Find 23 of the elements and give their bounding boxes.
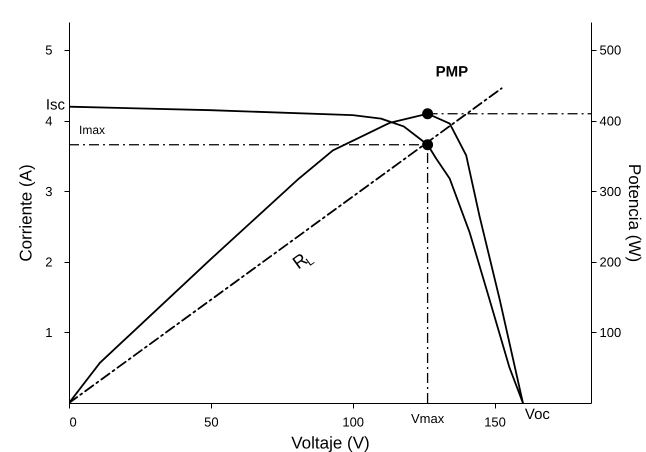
y2-tick-label: 500 — [600, 42, 622, 58]
ref-line-label: Vmax — [410, 411, 445, 426]
annotation: Voc — [524, 406, 550, 423]
y-axis-title: Corriente (A) — [16, 164, 36, 262]
annotation: PMP — [436, 64, 468, 81]
ref-line-label: Imax — [79, 122, 106, 137]
text: RL — [288, 249, 318, 273]
x-tick-label: 50 — [204, 414, 219, 430]
y2-tick-label: 100 — [600, 324, 622, 340]
x-tick-label: 150 — [484, 414, 506, 430]
y-tick-label: 5 — [45, 42, 52, 58]
x-axis-title: Voltaje (V) — [291, 434, 370, 452]
y2-tick-label: 300 — [600, 184, 622, 199]
annotation: Isc — [46, 96, 66, 114]
y-tick-label: 4 — [45, 113, 52, 128]
y2-axis-title: Potencia (W) — [625, 164, 644, 262]
y-tick-label: 2 — [45, 254, 52, 270]
x-tick-label: 100 — [342, 414, 364, 430]
y-tick-label: 1 — [45, 324, 52, 340]
y-tick-label: 3 — [45, 184, 52, 199]
y2-tick-label: 400 — [600, 113, 622, 128]
y2-tick-label: 200 — [600, 254, 622, 270]
x-tick-label: 0 — [70, 414, 77, 430]
